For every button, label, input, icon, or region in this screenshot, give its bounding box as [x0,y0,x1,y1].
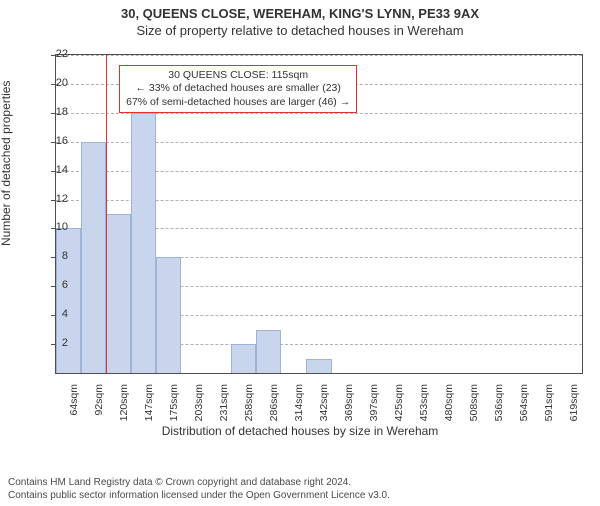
xtick-label: 536sqm [493,384,505,434]
xtick-label: 64sqm [68,384,80,434]
ytick-label: 6 [46,279,68,291]
histogram-bar [231,344,256,373]
chart-container: Number of detached properties 30 QUEENS … [0,46,600,446]
ytick-label: 16 [46,135,68,147]
histogram-bar [306,359,331,373]
ytick-label: 22 [46,48,68,60]
marker-line [106,55,107,373]
gridline [56,55,582,56]
xtick-label: 231sqm [218,384,230,434]
xtick-label: 342sqm [318,384,330,434]
ytick-label: 4 [46,308,68,320]
annotation-line: 30 QUEENS CLOSE: 115sqm [126,69,350,83]
xtick-label: 203sqm [193,384,205,434]
ytick-label: 10 [46,221,68,233]
xtick-label: 425sqm [393,384,405,434]
xtick-label: 453sqm [418,384,430,434]
histogram-bar [131,113,156,373]
page-subtitle: Size of property relative to detached ho… [0,23,600,38]
ytick-label: 14 [46,164,68,176]
xtick-label: 175sqm [168,384,180,434]
xtick-label: 508sqm [468,384,480,434]
annotation-box: 30 QUEENS CLOSE: 115sqm ← 33% of detache… [119,65,357,114]
xtick-label: 147sqm [143,384,155,434]
plot-area: 30 QUEENS CLOSE: 115sqm ← 33% of detache… [55,54,583,374]
xtick-label: 258sqm [243,384,255,434]
xtick-label: 480sqm [443,384,455,434]
xtick-label: 397sqm [368,384,380,434]
ytick-label: 8 [46,250,68,262]
histogram-bar [106,214,131,373]
histogram-bar [81,142,106,373]
annotation-line: 67% of semi-detached houses are larger (… [126,96,350,110]
ytick-label: 2 [46,337,68,349]
xtick-label: 92sqm [93,384,105,434]
ytick-label: 18 [46,106,68,118]
ytick-label: 20 [46,77,68,89]
footer-line: Contains HM Land Registry data © Crown c… [8,477,390,490]
xtick-label: 120sqm [118,384,130,434]
y-axis-label: Number of detached properties [0,81,13,246]
ytick-label: 12 [46,193,68,205]
footer-attribution: Contains HM Land Registry data © Crown c… [8,477,390,502]
page-title: 30, QUEENS CLOSE, WEREHAM, KING'S LYNN, … [0,6,600,21]
xtick-label: 564sqm [518,384,530,434]
histogram-bar [156,257,181,373]
xtick-label: 286sqm [268,384,280,434]
xtick-label: 314sqm [293,384,305,434]
xtick-label: 619sqm [568,384,580,434]
histogram-bar [256,330,281,373]
xtick-label: 591sqm [543,384,555,434]
annotation-line: ← 33% of detached houses are smaller (23… [126,82,350,96]
xtick-label: 369sqm [343,384,355,434]
footer-line: Contains public sector information licen… [8,490,390,503]
